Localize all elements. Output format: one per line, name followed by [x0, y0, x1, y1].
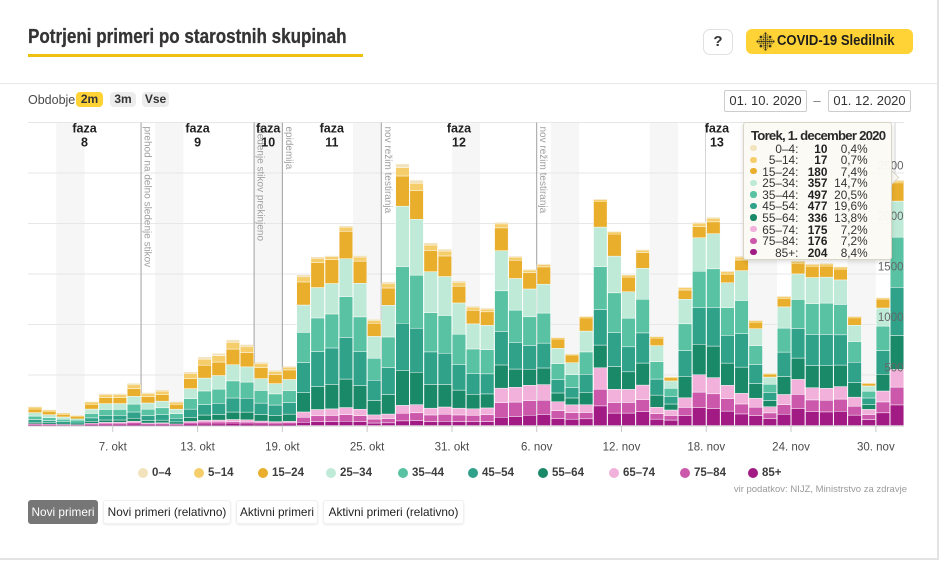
svg-text:31. okt: 31. okt	[435, 442, 470, 454]
svg-text:30. nov: 30. nov	[857, 442, 895, 454]
svg-text:500: 500	[884, 363, 903, 375]
svg-text:7. okt: 7. okt	[99, 442, 128, 454]
svg-text:13: 13	[710, 136, 724, 150]
svg-text:faza: faza	[447, 122, 472, 136]
svg-text:nov režim testiranja: nov režim testiranja	[537, 127, 548, 214]
svg-text:epidemija: epidemija	[283, 127, 294, 170]
svg-text:1500: 1500	[878, 262, 904, 274]
svg-text:12: 12	[452, 136, 466, 150]
svg-text:25. okt: 25. okt	[350, 442, 385, 454]
svg-text:24. nov: 24. nov	[772, 442, 810, 454]
svg-text:13. okt: 13. okt	[180, 442, 215, 454]
svg-text:6. nov: 6. nov	[521, 442, 553, 454]
svg-text:9: 9	[194, 136, 201, 150]
svg-text:19. okt: 19. okt	[265, 442, 300, 454]
svg-text:10: 10	[261, 136, 275, 150]
svg-text:12. nov: 12. nov	[603, 442, 641, 454]
svg-text:faza: faza	[256, 122, 281, 136]
svg-text:nov režim testiranja: nov režim testiranja	[382, 127, 393, 214]
svg-text:faza: faza	[705, 122, 730, 136]
svg-text:sledenje stikov prekinjeno: sledenje stikov prekinjeno	[255, 127, 266, 242]
svg-text:prehod na delno sledenje stiko: prehod na delno sledenje stikov	[142, 127, 153, 268]
svg-text:18. nov: 18. nov	[687, 442, 725, 454]
svg-text:11: 11	[325, 136, 338, 150]
svg-text:1000: 1000	[878, 312, 904, 324]
svg-text:8: 8	[81, 136, 88, 150]
svg-text:faza: faza	[72, 122, 97, 136]
svg-text:faza: faza	[185, 122, 210, 136]
svg-text:faza: faza	[320, 122, 345, 136]
